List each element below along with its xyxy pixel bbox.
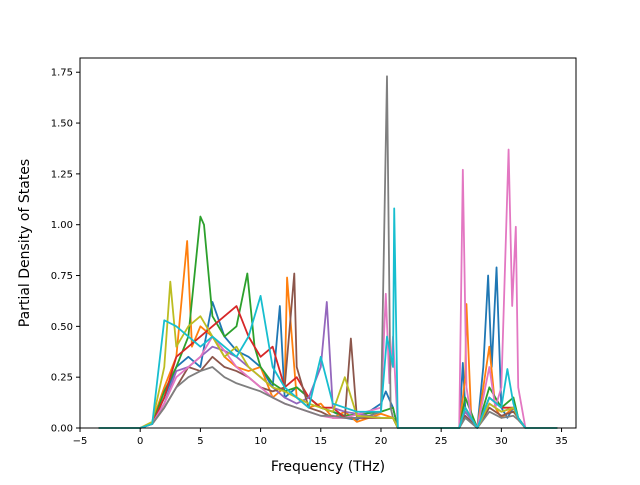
y-tick-label: 1.75: [51, 68, 73, 79]
x-tick-label: 10: [254, 436, 267, 447]
plot-area: [80, 58, 576, 428]
x-tick-label: 30: [495, 436, 508, 447]
axes-frame: [79, 57, 577, 429]
x-tick-label: 35: [555, 436, 568, 447]
series-line-7: [98, 148, 558, 429]
y-tick-label: 0.50: [51, 322, 73, 333]
x-tick-label: 25: [435, 436, 448, 447]
series-line-6: [98, 272, 558, 429]
x-tick-label: 20: [375, 436, 388, 447]
axes: [79, 57, 577, 429]
x-tick-label: 15: [314, 436, 327, 447]
series-line-9: [98, 280, 558, 429]
series-line-10: [98, 207, 558, 429]
x-tick-label: 0: [137, 436, 143, 447]
y-tick-label: 0.25: [51, 373, 73, 384]
series-lines: [98, 75, 558, 429]
y-tick-label: 1.25: [51, 169, 73, 180]
y-axis-ticks: 0.00 0.25 0.50 0.75 1.00 1.25 1.50 1.75: [51, 68, 80, 435]
x-tick-label: 5: [197, 436, 203, 447]
x-axis-label: Frequency (THz): [271, 459, 385, 475]
y-axis-label: Partial Density of States: [17, 159, 33, 327]
y-tick-label: 1.00: [51, 220, 73, 231]
y-tick-label: 1.50: [51, 119, 73, 130]
x-axis-ticks: −5 0 5 10 15 20 25 30 35: [73, 428, 568, 447]
series-line-1: [98, 266, 558, 429]
y-tick-label: 0.00: [51, 424, 73, 435]
x-tick-label: −5: [73, 436, 88, 447]
series-line-2: [98, 240, 558, 429]
series-line-8: [98, 75, 558, 429]
y-tick-label: 0.75: [51, 271, 73, 282]
series-line-3: [98, 215, 558, 429]
